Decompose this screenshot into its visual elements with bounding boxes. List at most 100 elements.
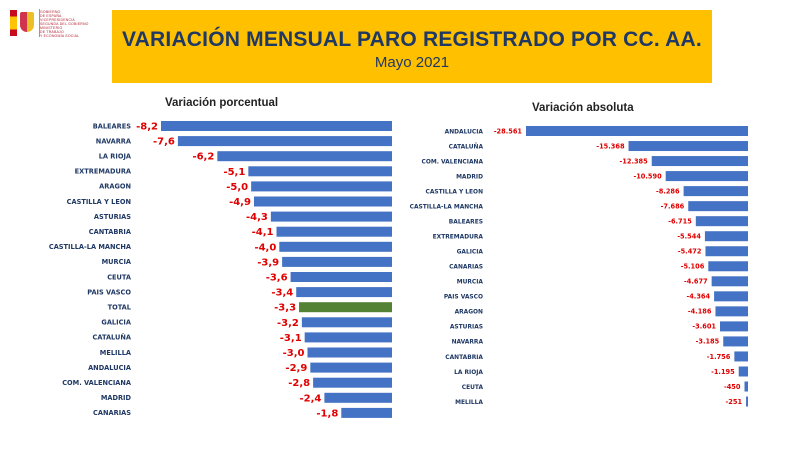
bar	[711, 276, 748, 287]
value-label: -4,3	[246, 212, 268, 223]
category-label: CANTABRIA	[445, 355, 483, 361]
category-label: PAIS VASCO	[87, 288, 131, 296]
bar	[704, 231, 748, 242]
category-label: CATALUÑA	[449, 143, 484, 150]
value-label: -8.286	[656, 187, 680, 195]
category-label: EXTREMADURA	[433, 235, 484, 241]
category-label: MURCIA	[102, 258, 132, 266]
category-label: COM. VALENCIANA	[422, 159, 484, 165]
value-label: -4,0	[254, 242, 276, 253]
category-label: CASTILLA Y LEON	[67, 198, 131, 206]
category-label: GALICIA	[101, 319, 131, 327]
value-label: -3.185	[696, 338, 720, 346]
value-label: -251	[726, 398, 743, 406]
category-label: ANDALUCIA	[445, 129, 484, 135]
bar	[651, 156, 748, 167]
category-label: ASTURIAS	[94, 213, 131, 221]
chart-title-percent: Variación porcentual	[165, 97, 279, 109]
category-label: ARAGON	[99, 183, 131, 191]
category-label: COM. VALENCIANA	[62, 379, 132, 387]
value-label: -4.186	[688, 308, 712, 316]
coat-of-arms-icon	[20, 12, 34, 32]
bar	[714, 291, 748, 302]
category-label: ANDALUCIA	[88, 364, 132, 372]
value-label: -4,1	[252, 227, 274, 238]
bar	[270, 211, 392, 222]
bar	[251, 181, 392, 192]
category-label: ASTURIAS	[450, 325, 483, 331]
bar	[738, 366, 748, 377]
bar	[307, 347, 392, 358]
logo-text-line: MINISTERIO	[40, 26, 63, 30]
bar	[715, 306, 748, 317]
bar	[217, 151, 392, 162]
bar	[313, 377, 392, 388]
value-label: -3,9	[257, 257, 279, 268]
category-label: MURCIA	[457, 280, 484, 286]
value-label: -3,0	[283, 348, 305, 359]
category-label: CEUTA	[462, 385, 484, 391]
bar	[746, 396, 748, 407]
value-label: -5.106	[681, 263, 705, 271]
chart-title-absolute: Variación absoluta	[532, 102, 634, 114]
bar	[310, 362, 392, 373]
category-label: CEUTA	[107, 273, 132, 281]
value-label: -5.544	[677, 233, 701, 241]
value-label: -6,2	[192, 152, 214, 163]
category-label: GALICIA	[457, 250, 484, 256]
value-label: -1.195	[711, 368, 735, 376]
bar	[744, 381, 748, 392]
bar	[708, 261, 748, 272]
category-label: CANTABRIA	[89, 228, 132, 236]
value-label: -450	[724, 383, 741, 391]
bar	[299, 302, 392, 313]
value-label: -5,1	[223, 167, 245, 178]
value-label: -2,8	[288, 378, 310, 389]
value-label: -4.677	[684, 278, 708, 286]
bar	[177, 136, 392, 147]
bar	[688, 201, 748, 212]
logo-text-line: DE TRABAJO	[40, 30, 64, 34]
page-subtitle: Mayo 2021	[374, 54, 450, 71]
category-label: MADRID	[456, 174, 483, 180]
category-label: BALEARES	[93, 122, 132, 130]
category-label: CASTILLA-LA MANCHA	[410, 204, 484, 210]
bar	[301, 317, 392, 328]
bar	[720, 321, 748, 332]
value-label: -10.590	[633, 172, 662, 180]
logo-text-line: DE ESPAÑA	[40, 14, 62, 18]
bar	[341, 407, 392, 418]
value-label: -3.601	[692, 323, 716, 331]
category-label: NAVARRA	[452, 340, 484, 346]
logo-text-line: GOBIERNO	[40, 10, 61, 14]
title-banner: VARIACIÓN MENSUAL PARO REGISTRADO POR CC…	[112, 10, 712, 83]
bar	[734, 351, 748, 362]
bar	[695, 216, 748, 227]
government-logo: GOBIERNO DE ESPAÑA VICEPRESIDENCIA SEGUN…	[10, 8, 105, 38]
logo-text-line: VICEPRESIDENCIA	[40, 18, 75, 22]
logo-divider	[39, 9, 40, 37]
bar	[665, 171, 748, 182]
bar	[296, 287, 392, 298]
category-label: CASTILLA-LA MANCHA	[49, 243, 132, 251]
value-label: -2,9	[285, 363, 307, 374]
value-label: -6.715	[668, 217, 692, 225]
category-label: NAVARRA	[96, 137, 132, 145]
value-label: -2,4	[300, 393, 322, 404]
category-label: EXTREMADURA	[75, 168, 132, 176]
bar	[161, 121, 392, 131]
category-label: LA RIOJA	[454, 370, 483, 376]
value-label: -3,6	[266, 273, 288, 284]
value-label: -12.385	[620, 157, 649, 165]
value-label: -4.364	[686, 293, 710, 301]
value-label: -1.756	[707, 353, 731, 361]
spain-flag-icon	[10, 10, 17, 36]
bar	[290, 272, 392, 282]
bar	[628, 141, 748, 152]
value-label: -5.472	[678, 248, 702, 256]
value-label: -1,8	[316, 408, 338, 419]
value-label: -7.686	[661, 202, 685, 210]
bar	[282, 256, 392, 267]
bar	[705, 246, 748, 257]
